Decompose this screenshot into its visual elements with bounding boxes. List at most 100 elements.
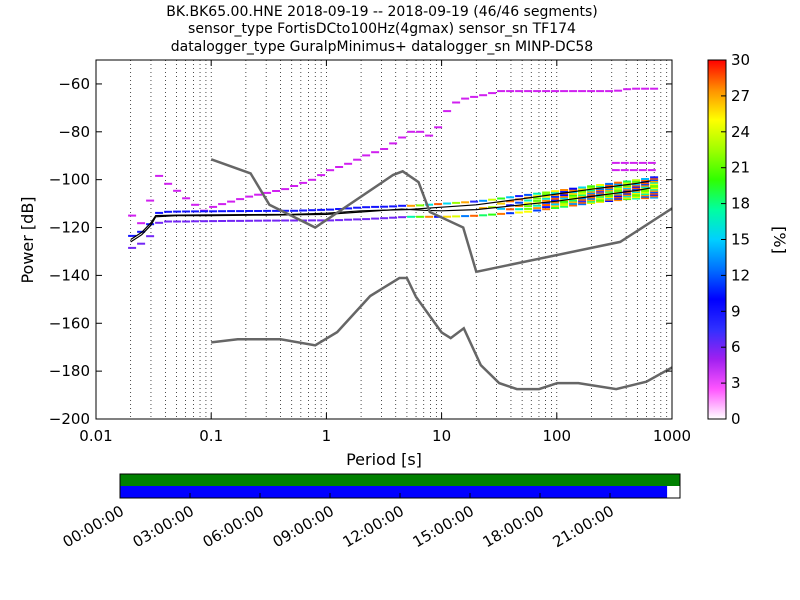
y-axis: −200 −180 −160 −140 −120 −100 −80 −60 bbox=[49, 75, 672, 428]
heatmap-cell bbox=[407, 204, 416, 207]
heatmap-cell bbox=[587, 193, 596, 196]
heatmap-cell bbox=[560, 190, 569, 193]
heatmap-cell bbox=[623, 88, 632, 91]
heatmap-cell bbox=[623, 185, 632, 188]
heatmap-cell bbox=[407, 215, 416, 218]
heatmap-cell bbox=[587, 185, 596, 188]
heatmap-cell bbox=[569, 192, 578, 195]
heatmap-cell bbox=[596, 187, 605, 190]
heatmap-cell bbox=[326, 219, 335, 222]
heatmap-cell bbox=[632, 196, 641, 199]
heatmap-cell bbox=[632, 192, 641, 195]
colorbar-tick-label: 21 bbox=[731, 159, 750, 177]
heatmap-cell bbox=[443, 202, 452, 205]
used-segments-bar bbox=[120, 486, 668, 498]
heatmap-cell bbox=[506, 90, 515, 93]
heatmap-cell bbox=[227, 219, 236, 222]
heatmap-cell bbox=[551, 207, 560, 209]
heatmap-cell bbox=[587, 189, 596, 192]
heatmap-cell bbox=[650, 187, 659, 190]
heatmap-cell bbox=[551, 205, 560, 208]
heatmap-cell bbox=[641, 184, 650, 187]
heatmap-cell bbox=[515, 195, 524, 198]
heatmap-cell bbox=[443, 110, 452, 113]
heatmap-cell bbox=[650, 189, 659, 192]
heatmap-cell bbox=[542, 199, 551, 202]
heatmap-cell bbox=[647, 161, 656, 164]
heatmap-cell bbox=[578, 200, 587, 203]
heatmap-cell bbox=[605, 182, 614, 185]
heatmap-cell bbox=[614, 195, 623, 198]
heatmap-cell bbox=[623, 181, 632, 184]
heatmap-cell bbox=[542, 208, 551, 211]
heatmap-cell bbox=[542, 195, 551, 198]
heatmap-cell bbox=[263, 209, 272, 212]
heatmap-cell bbox=[641, 183, 650, 186]
heatmap-cell bbox=[629, 169, 638, 172]
heatmap-cell bbox=[398, 204, 407, 207]
heatmap-cell bbox=[380, 217, 389, 220]
heatmap-cell bbox=[533, 195, 542, 198]
heatmap-cell bbox=[515, 90, 524, 93]
heatmap-cell bbox=[596, 193, 605, 196]
heatmap-cell bbox=[353, 218, 362, 221]
heatmap-cell bbox=[578, 192, 587, 195]
heatmap-cell bbox=[263, 219, 272, 222]
heatmap-cell bbox=[254, 210, 263, 212]
colorbar-tick-label: 6 bbox=[731, 338, 741, 356]
heatmap-cell bbox=[614, 183, 623, 185]
colorbar-tick-label: 15 bbox=[731, 231, 750, 249]
heatmap-cell bbox=[569, 199, 578, 202]
colorbar-tick-label: 12 bbox=[731, 266, 750, 284]
heatmap-cell bbox=[560, 195, 569, 198]
heatmap-cell bbox=[551, 195, 560, 198]
heatmap-cell bbox=[614, 89, 623, 92]
heatmap-cell bbox=[470, 200, 479, 203]
heatmap-cell bbox=[218, 203, 227, 206]
heatmap-cell bbox=[479, 214, 488, 217]
heatmap-cell bbox=[632, 180, 641, 183]
heatmap-cell bbox=[209, 205, 218, 208]
heatmap-cell bbox=[281, 219, 290, 222]
heatmap-cell bbox=[452, 201, 461, 204]
heatmap-cell bbox=[587, 196, 596, 199]
heatmap-cell bbox=[164, 182, 173, 185]
heatmap-cell bbox=[425, 134, 434, 137]
heatmap-cell bbox=[641, 197, 650, 200]
heatmap-cell bbox=[524, 90, 533, 93]
heatmap-cell bbox=[389, 205, 398, 208]
heatmap-cell bbox=[425, 203, 434, 206]
heatmap-cell bbox=[614, 187, 623, 189]
y-tick-label: −80 bbox=[58, 123, 90, 141]
heatmap-cell bbox=[317, 208, 326, 211]
heatmap-cell bbox=[425, 215, 434, 218]
heatmap-cell bbox=[641, 87, 650, 90]
heatmap-cell bbox=[353, 206, 362, 209]
heatmap-cell bbox=[308, 209, 317, 212]
heatmap-cell bbox=[191, 203, 200, 206]
x-tick-label: 1 bbox=[322, 427, 332, 445]
timeline-bars bbox=[120, 474, 680, 498]
heatmap-cell bbox=[227, 210, 236, 213]
heatmap-cell bbox=[578, 195, 587, 198]
heatmap-cell bbox=[614, 197, 623, 200]
heatmap-cell bbox=[650, 184, 659, 187]
heatmap-cell bbox=[515, 208, 524, 211]
heatmap-cell bbox=[551, 201, 560, 204]
timeline-tick-label: 12:00:00 bbox=[340, 502, 407, 551]
heatmap-cell bbox=[155, 174, 164, 177]
heatmap-cell bbox=[515, 201, 524, 204]
heatmap-cell bbox=[146, 235, 155, 238]
heatmap-cell bbox=[614, 185, 623, 188]
heatmap-cell bbox=[605, 198, 614, 201]
heatmap-cell bbox=[605, 196, 614, 198]
heatmap-cell bbox=[596, 200, 605, 203]
heatmap-cell bbox=[578, 90, 587, 93]
heatmap-cell bbox=[620, 161, 629, 164]
heatmap-cell bbox=[533, 199, 542, 202]
heatmap-cell bbox=[461, 215, 470, 218]
heatmap-cell bbox=[569, 194, 578, 197]
heatmap-cell bbox=[416, 204, 425, 207]
heatmap-cell bbox=[434, 203, 443, 206]
heatmap-cell bbox=[236, 198, 245, 201]
